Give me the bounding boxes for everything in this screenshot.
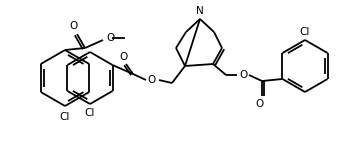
Text: O: O [106,33,114,43]
Text: Cl: Cl [300,27,310,37]
Text: O: O [70,21,78,31]
Text: O: O [239,70,247,80]
Text: Cl: Cl [60,112,70,122]
Text: O: O [120,52,128,62]
Text: N: N [196,6,204,16]
Text: O: O [148,75,156,85]
Text: Cl: Cl [85,108,95,118]
Text: O: O [256,99,264,109]
